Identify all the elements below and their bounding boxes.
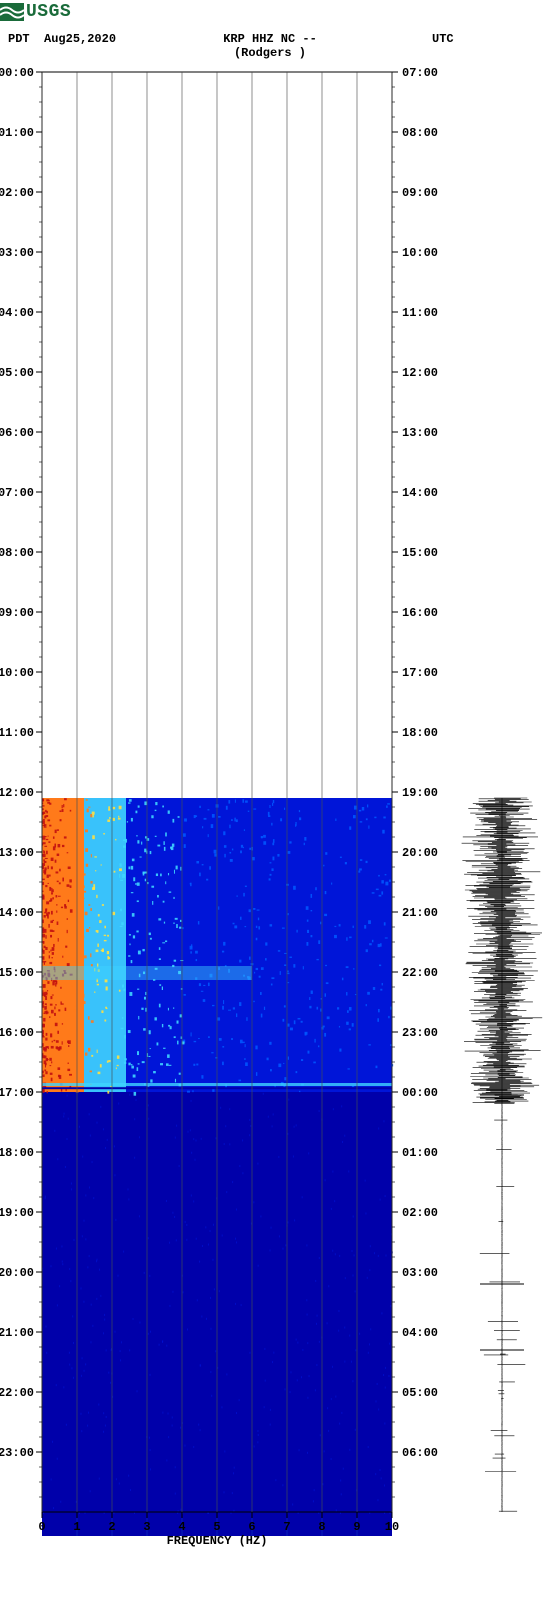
x-tick-label: 5 — [213, 1520, 220, 1534]
right-time-label: 23:00 — [402, 1026, 438, 1040]
left-time-label: 09:00 — [0, 606, 34, 620]
left-time-label: 15:00 — [0, 966, 34, 980]
left-time-label: 22:00 — [0, 1386, 34, 1400]
right-time-label: 04:00 — [402, 1326, 438, 1340]
x-tick-label: 3 — [143, 1520, 150, 1534]
left-time-label: 08:00 — [0, 546, 34, 560]
left-time-label: 11:00 — [0, 726, 34, 740]
left-time-label: 14:00 — [0, 906, 34, 920]
x-tick-label: 1 — [73, 1520, 80, 1534]
right-time-label: 08:00 — [402, 126, 438, 140]
x-tick-label: 2 — [108, 1520, 115, 1534]
left-time-label: 03:00 — [0, 246, 34, 260]
right-time-label: 11:00 — [402, 306, 438, 320]
right-time-label: 15:00 — [402, 546, 438, 560]
x-tick-label: 4 — [178, 1520, 185, 1534]
left-time-label: 23:00 — [0, 1446, 34, 1460]
right-time-label: 09:00 — [402, 186, 438, 200]
right-time-label: 12:00 — [402, 366, 438, 380]
left-time-label: 04:00 — [0, 306, 34, 320]
x-axis-label: FREQUENCY (HZ) — [167, 1534, 268, 1548]
left-time-label: 19:00 — [0, 1206, 34, 1220]
x-tick-label: 8 — [318, 1520, 325, 1534]
right-timezone: UTC — [432, 32, 454, 46]
right-time-label: 14:00 — [402, 486, 438, 500]
right-time-label: 10:00 — [402, 246, 438, 260]
right-time-label: 22:00 — [402, 966, 438, 980]
left-time-label: 02:00 — [0, 186, 34, 200]
left-time-label: 18:00 — [0, 1146, 34, 1160]
right-time-label: 03:00 — [402, 1266, 438, 1280]
left-time-label: 20:00 — [0, 1266, 34, 1280]
x-tick-label: 9 — [353, 1520, 360, 1534]
right-time-label: 19:00 — [402, 786, 438, 800]
left-time-label: 12:00 — [0, 786, 34, 800]
right-time-label: 05:00 — [402, 1386, 438, 1400]
left-time-label: 13:00 — [0, 846, 34, 860]
header-date: Aug25,2020 — [44, 32, 116, 46]
left-time-label: 07:00 — [0, 486, 34, 500]
right-time-label: 21:00 — [402, 906, 438, 920]
x-tick-label: 10 — [385, 1520, 399, 1534]
right-time-label: 20:00 — [402, 846, 438, 860]
usgs-logo-text: USGS — [26, 2, 71, 22]
right-time-label: 18:00 — [402, 726, 438, 740]
x-tick-label: 0 — [38, 1520, 45, 1534]
right-time-label: 02:00 — [402, 1206, 438, 1220]
right-time-label: 16:00 — [402, 606, 438, 620]
right-time-label: 07:00 — [402, 66, 438, 80]
right-time-label: 00:00 — [402, 1086, 438, 1100]
left-time-label: 10:00 — [0, 666, 34, 680]
left-time-label: 17:00 — [0, 1086, 34, 1100]
right-time-label: 06:00 — [402, 1446, 438, 1460]
x-tick-label: 6 — [248, 1520, 255, 1534]
left-time-label: 05:00 — [0, 366, 34, 380]
usgs-logo: USGS — [0, 0, 552, 24]
right-time-label: 13:00 — [402, 426, 438, 440]
spectrogram-chart: 0 1 2 3 4 5 6 7 8 9 10 FREQUENCY (HZ) 00:00 01:00 02:0… — [0, 62, 552, 1622]
left-time-label: 21:00 — [0, 1326, 34, 1340]
left-time-label: 06:00 — [0, 426, 34, 440]
x-tick-label: 7 — [283, 1520, 290, 1534]
station-name: (Rodgers ) — [138, 46, 402, 60]
station-id: KRP HHZ NC -- — [138, 32, 402, 46]
left-timezone: PDT — [8, 32, 30, 46]
right-time-label: 01:00 — [402, 1146, 438, 1160]
left-time-label: 16:00 — [0, 1026, 34, 1040]
chart-header: PDT Aug25,2020 KRP HHZ NC -- (Rodgers ) … — [0, 24, 552, 62]
left-time-label: 01:00 — [0, 126, 34, 140]
right-time-label: 17:00 — [402, 666, 438, 680]
left-time-label: 00:00 — [0, 66, 34, 80]
usgs-wave-icon — [0, 3, 24, 21]
